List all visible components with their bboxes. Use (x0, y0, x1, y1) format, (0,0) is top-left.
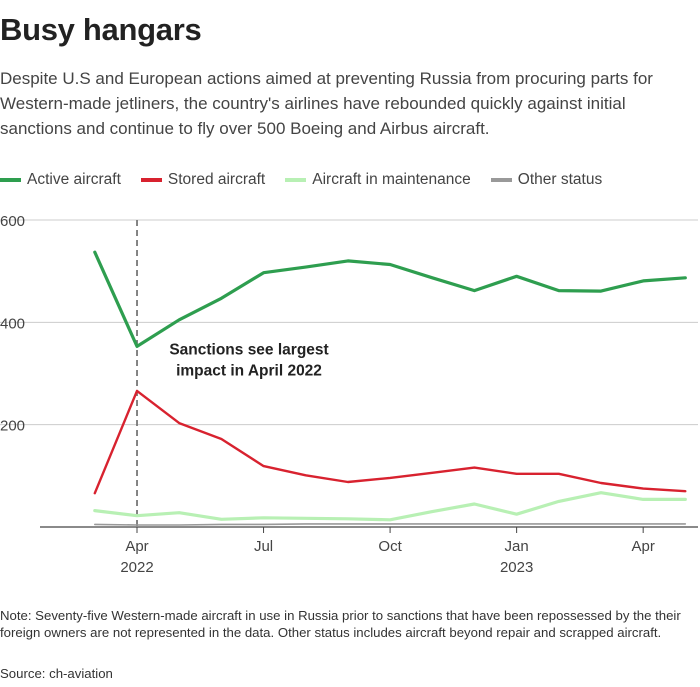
x-tick-year-2023: 2023 (500, 559, 533, 576)
x-tick-label-Jul: Jul (254, 538, 273, 555)
series-line-other (94, 523, 687, 526)
legend-swatch-stored (140, 178, 162, 182)
x-tick-label-Oct: Oct (378, 538, 402, 555)
chart-subtitle: Despite U.S and European actions aimed a… (0, 69, 653, 138)
legend-item-stored: Stored aircraft (140, 171, 266, 189)
annotation-text-line-2: impact in April 2022 (176, 363, 322, 380)
legend-item-maintenance: Aircraft in maintenance (285, 171, 471, 189)
chart-note: Note: Seventy-five Western-made aircraft… (0, 608, 681, 640)
legend-label-active: Active aircraft (27, 171, 121, 188)
y-tick-label-600: 600 (0, 213, 25, 230)
x-tick-label-Apr: Apr (631, 538, 654, 555)
y-tick-label-400: 400 (0, 315, 25, 332)
chart-source: Source: ch-aviation (0, 666, 113, 681)
x-tick-year-2022: 2022 (120, 559, 153, 576)
annotation-text-line-1: Sanctions see largest (169, 342, 328, 359)
legend-label-stored: Stored aircraft (167, 171, 266, 188)
x-tick-label-Jan: Jan (505, 538, 529, 555)
legend-swatch-active (0, 178, 21, 182)
chart-title: Busy hangars (0, 12, 202, 47)
legend-item-other: Other status (490, 171, 603, 189)
legend-item-active: Active aircraft (0, 171, 121, 189)
legend-swatch-maintenance (285, 178, 307, 182)
chart-legend: Active aircraft Stored aircraft Aircraft… (0, 170, 622, 190)
series-line-maintenance (93, 491, 687, 522)
series-line-stored (93, 389, 687, 495)
line-chart: 200 400 600 Apr 2022 Jul Oct Jan 2023 Apr Sanction… (0, 213, 698, 576)
legend-label-other: Other status (517, 171, 603, 188)
legend-swatch-other (490, 178, 512, 182)
y-tick-label-200: 200 (0, 418, 25, 435)
legend-label-maintenance: Aircraft in maintenance (312, 171, 471, 188)
x-tick-label-Apr: Apr (125, 538, 148, 555)
series-line-active (93, 250, 687, 348)
